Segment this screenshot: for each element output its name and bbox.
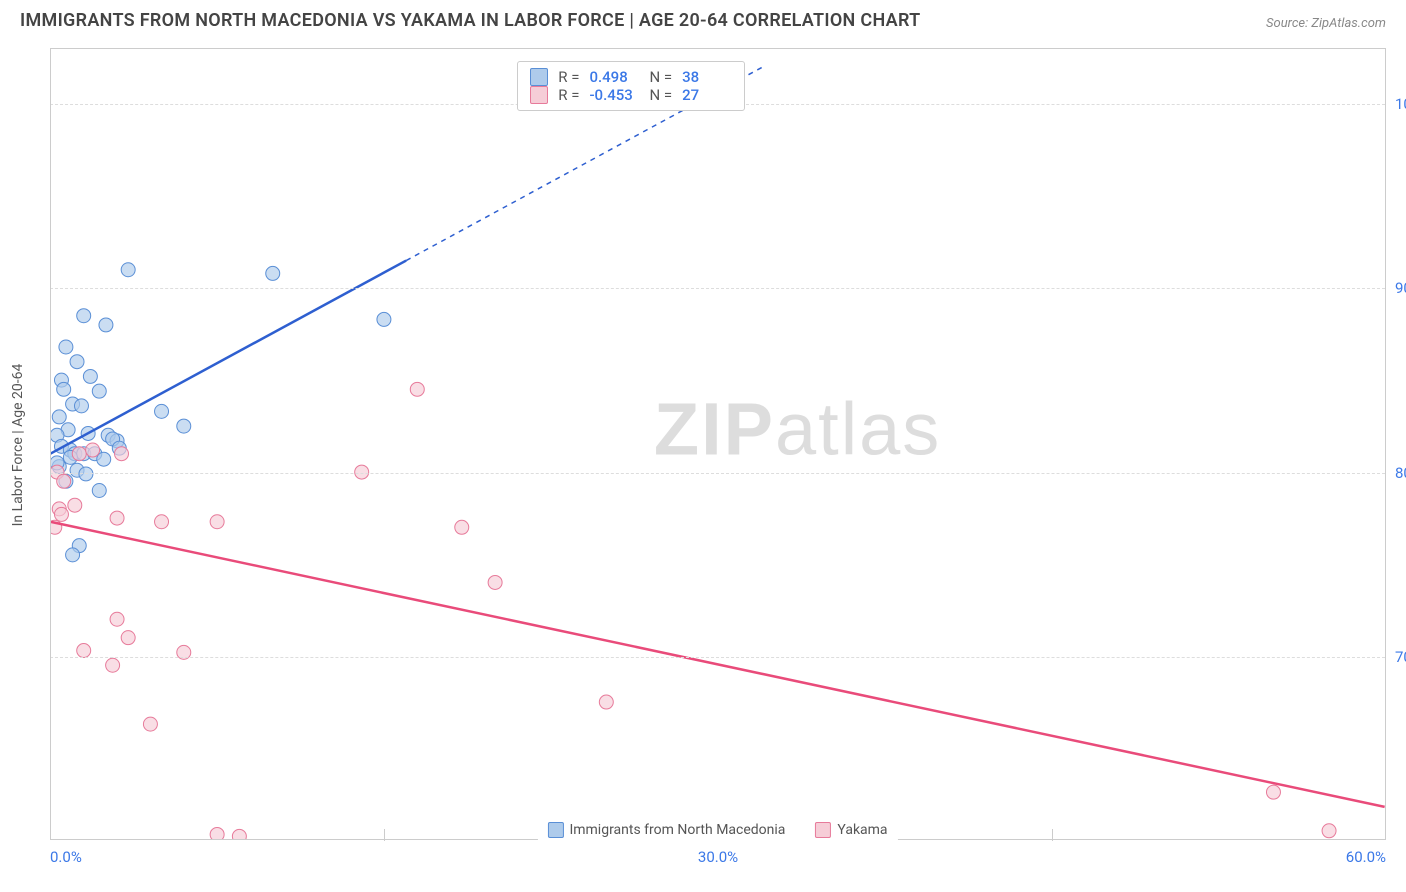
data-point — [92, 384, 106, 398]
stat-n-value: 38 — [682, 68, 732, 86]
data-point — [155, 404, 169, 418]
data-point — [99, 318, 113, 332]
data-point — [488, 575, 502, 589]
stat-r-value: -0.453 — [589, 86, 639, 104]
legend-label: Immigrants from North Macedonia — [569, 822, 785, 838]
swatch-icon — [547, 822, 563, 838]
data-point — [92, 483, 106, 497]
legend-item-series2: Yakama — [815, 822, 887, 838]
scatter-svg — [50, 49, 1385, 840]
y-tick-label: 90.0% — [1395, 279, 1406, 297]
data-point — [57, 474, 71, 488]
data-point — [155, 515, 169, 529]
data-point — [599, 695, 613, 709]
stat-r-label: R = — [558, 68, 579, 86]
x-tick-label: 30.0% — [698, 848, 738, 866]
y-tick-label: 70.0% — [1395, 648, 1406, 666]
chart-container: IMMIGRANTS FROM NORTH MACEDONIA VS YAKAM… — [0, 0, 1406, 892]
trend-line — [50, 522, 1384, 807]
data-point — [110, 511, 124, 525]
trend-line — [50, 261, 406, 454]
data-point — [410, 382, 424, 396]
data-point — [66, 548, 80, 562]
stat-n-label: N = — [649, 68, 672, 86]
data-point — [177, 419, 191, 433]
header: IMMIGRANTS FROM NORTH MACEDONIA VS YAKAM… — [0, 0, 1406, 39]
data-point — [77, 644, 91, 658]
plot-area: In Labor Force | Age 20-64 ZIPatlas 70.0… — [50, 48, 1386, 840]
chart-title: IMMIGRANTS FROM NORTH MACEDONIA VS YAKAM… — [20, 10, 921, 31]
data-point — [68, 498, 82, 512]
data-point — [455, 520, 469, 534]
data-point — [57, 382, 71, 396]
data-point — [210, 515, 224, 529]
data-point — [1266, 785, 1280, 799]
stat-r-label: R = — [558, 86, 579, 104]
legend: Immigrants from North Macedonia Yakama — [537, 818, 897, 842]
y-tick-label: 80.0% — [1395, 464, 1406, 482]
x-tick-label: 0.0% — [50, 848, 82, 866]
data-point — [54, 507, 68, 521]
data-point — [1322, 824, 1336, 838]
data-point — [59, 340, 73, 354]
data-point — [74, 399, 88, 413]
data-point — [97, 452, 111, 466]
swatch-icon — [815, 822, 831, 838]
data-point — [70, 355, 84, 369]
x-tick-label: 60.0% — [1346, 848, 1386, 866]
stat-n-label: N = — [649, 86, 672, 104]
legend-item-series1: Immigrants from North Macedonia — [547, 822, 785, 838]
data-point — [72, 447, 86, 461]
data-point — [115, 447, 129, 461]
data-point — [77, 309, 91, 323]
y-axis-label: In Labor Force | Age 20-64 — [10, 363, 26, 526]
data-point — [377, 312, 391, 326]
data-point — [106, 658, 120, 672]
stat-n-value: 27 — [682, 86, 732, 104]
stats-row: R = 0.498 N = 38 — [530, 68, 732, 86]
data-point — [79, 467, 93, 481]
stats-row: R = -0.453 N = 27 — [530, 86, 732, 104]
data-point — [86, 443, 100, 457]
data-point — [121, 631, 135, 645]
data-point — [83, 369, 97, 383]
stats-box: R = 0.498 N = 38 R = -0.453 N = 27 — [517, 61, 745, 111]
y-tick-label: 100.0% — [1395, 95, 1406, 113]
data-point — [110, 612, 124, 626]
data-point — [143, 717, 157, 731]
legend-label: Yakama — [837, 822, 887, 838]
source-label: Source: ZipAtlas.com — [1266, 16, 1386, 31]
data-point — [121, 263, 135, 277]
stats-swatch-icon — [530, 86, 548, 104]
stat-r-value: 0.498 — [589, 68, 639, 86]
stats-swatch-icon — [530, 68, 548, 86]
data-point — [266, 266, 280, 280]
data-point — [52, 410, 66, 424]
